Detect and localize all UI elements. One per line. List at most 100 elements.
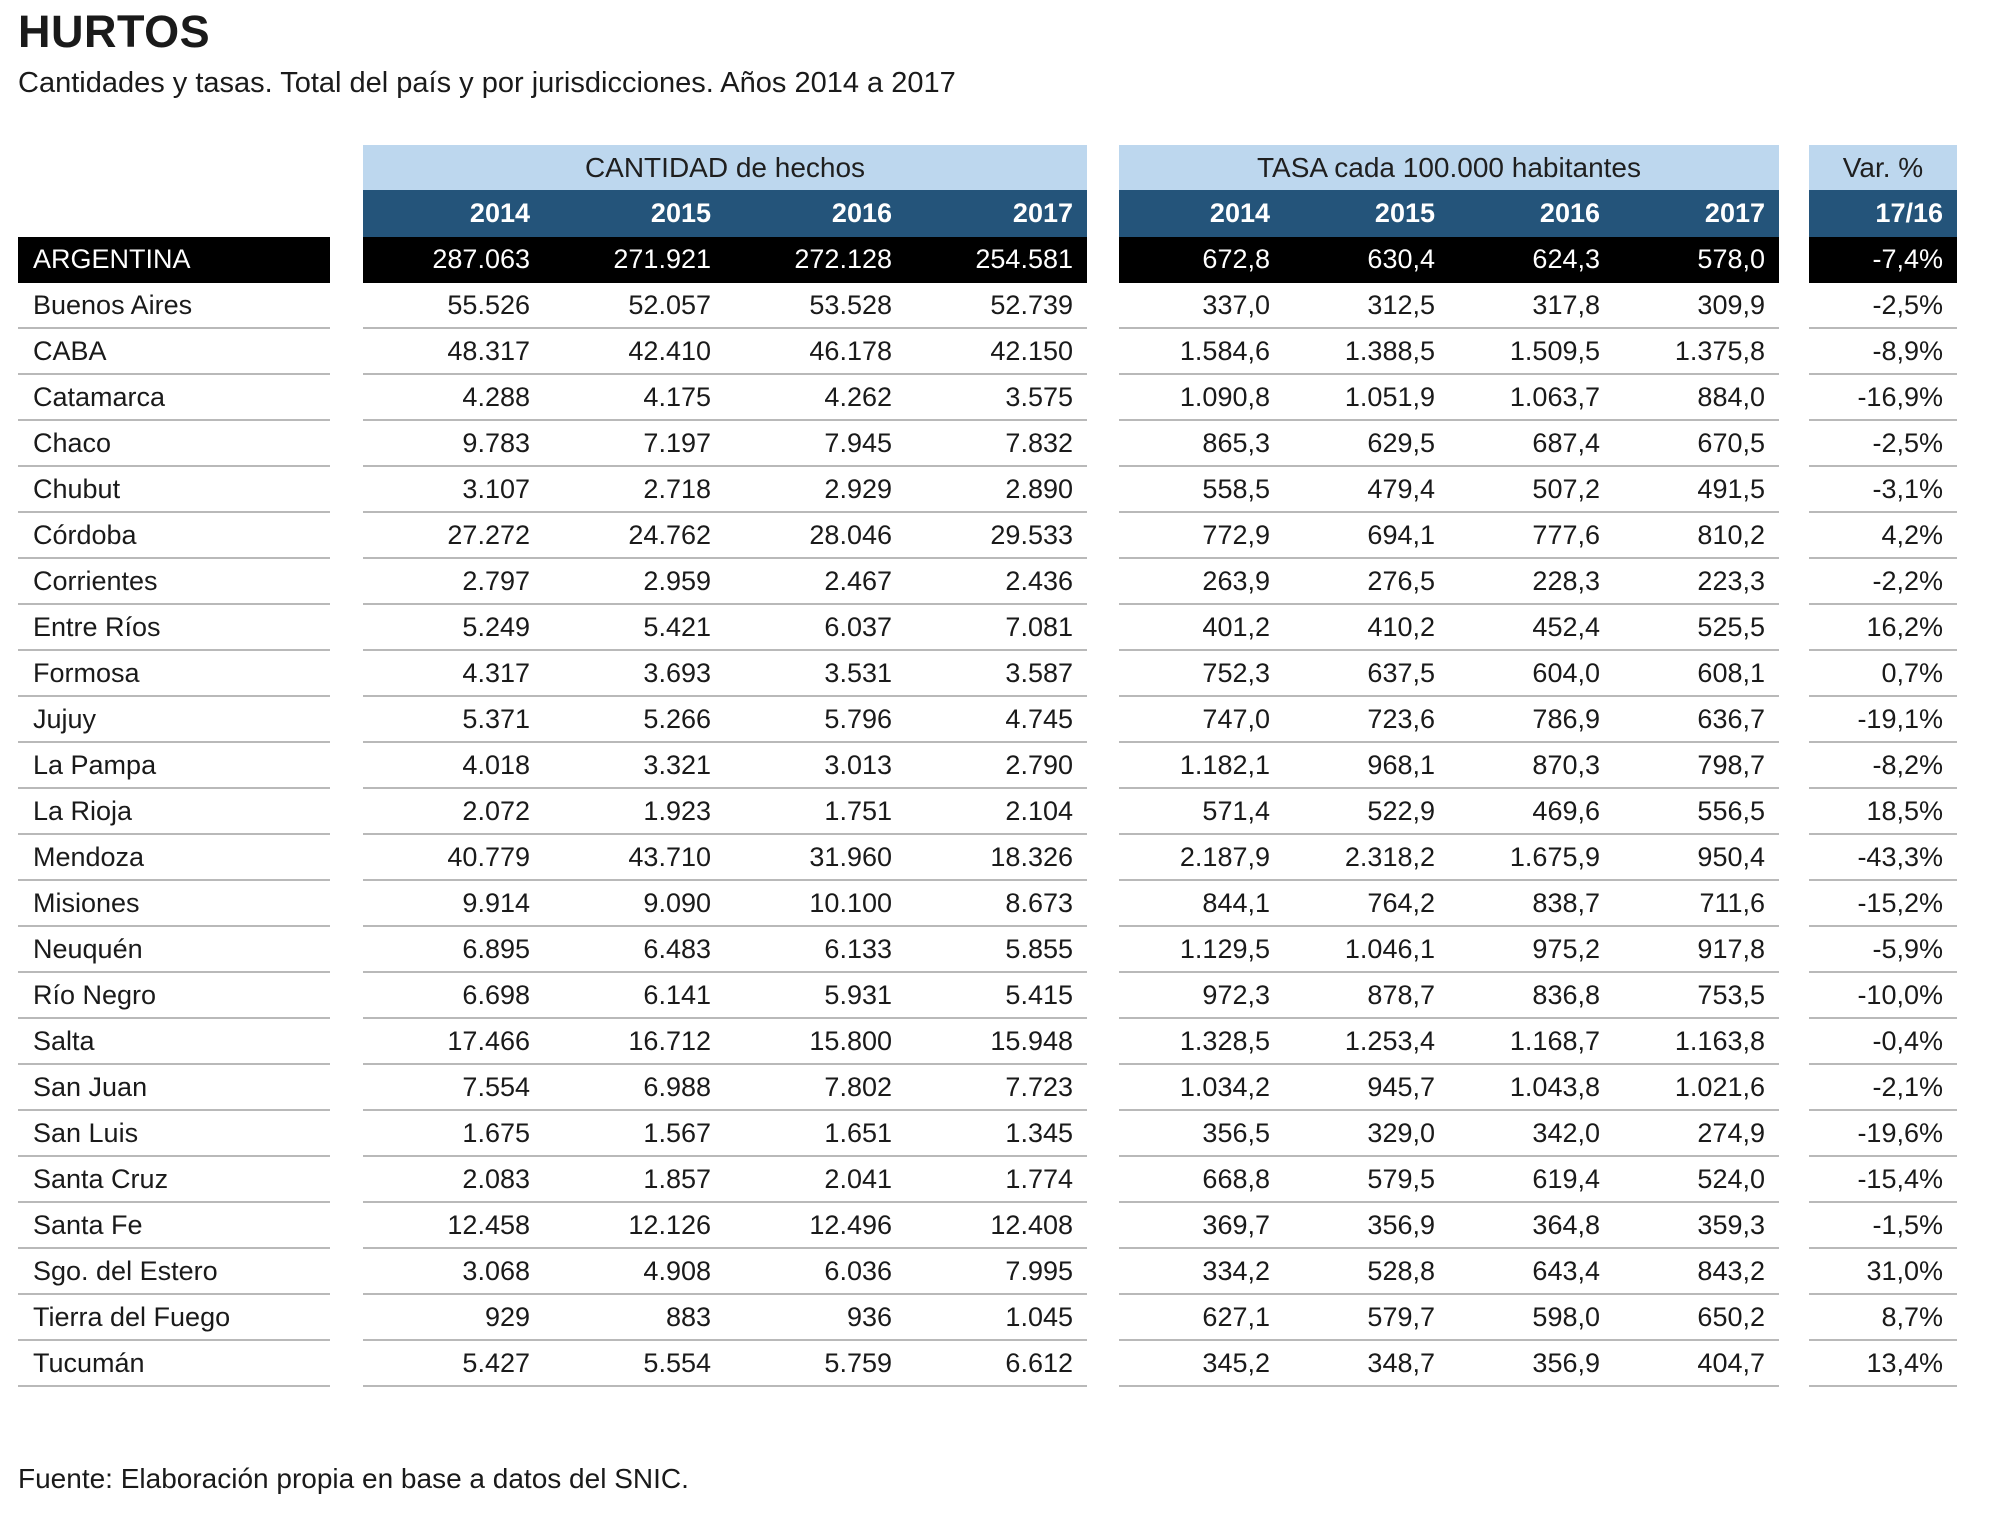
table-row: Santa Fe 12.458 12.126 12.496 12.408 369… (18, 1203, 1991, 1249)
tasa-2016-value: 619,4 (1449, 1157, 1614, 1203)
row-label: La Rioja (18, 789, 330, 835)
row-label: CABA (18, 329, 330, 375)
cantidad-2017-value: 1.774 (906, 1157, 1087, 1203)
cantidad-2014-value: 2.072 (363, 789, 544, 835)
tasa-2015-value: 694,1 (1284, 513, 1449, 559)
cantidad-2015-value: 5.554 (544, 1341, 725, 1387)
cantidad-2016-value: 31.960 (725, 835, 906, 881)
cantidad-2016-value: 4.262 (725, 375, 906, 421)
cantidad-2017-value: 18.326 (906, 835, 1087, 881)
cantidad-2017-value: 2.790 (906, 743, 1087, 789)
table-row: La Pampa 4.018 3.321 3.013 2.790 1.182,1… (18, 743, 1991, 789)
tasa-2016-value: 364,8 (1449, 1203, 1614, 1249)
group-header-var: Var. % (1809, 145, 1957, 190)
tasa-2015-value: 764,2 (1284, 881, 1449, 927)
tasa-2014-value: 627,1 (1119, 1295, 1284, 1341)
cantidad-2015-value: 9.090 (544, 881, 725, 927)
tasa-2017-value: 608,1 (1614, 651, 1779, 697)
year-header: 2015 (544, 190, 725, 237)
cantidad-2016-value: 3.013 (725, 743, 906, 789)
cantidad-2016-value: 1.751 (725, 789, 906, 835)
var-17-16-value: 8,7% (1809, 1295, 1957, 1341)
cantidad-2014-value: 6.895 (363, 927, 544, 973)
cantidad-2017-value: 254.581 (906, 237, 1087, 283)
table-row: Mendoza 40.779 43.710 31.960 18.326 2.18… (18, 835, 1991, 881)
tasa-2015-value: 2.318,2 (1284, 835, 1449, 881)
tasa-2016-value: 1.063,7 (1449, 375, 1614, 421)
row-label: San Juan (18, 1065, 330, 1111)
tasa-2016-value: 507,2 (1449, 467, 1614, 513)
cantidad-2014-value: 2.083 (363, 1157, 544, 1203)
row-label: Río Negro (18, 973, 330, 1019)
cantidad-2014-value: 12.458 (363, 1203, 544, 1249)
cantidad-2017-value: 1.045 (906, 1295, 1087, 1341)
table-row: Misiones 9.914 9.090 10.100 8.673 844,1 … (18, 881, 1991, 927)
tasa-2015-value: 329,0 (1284, 1111, 1449, 1157)
cantidad-2015-value: 2.718 (544, 467, 725, 513)
var-17-16-value: -2,2% (1809, 559, 1957, 605)
tasa-2017-value: 711,6 (1614, 881, 1779, 927)
cantidad-2017-value: 2.436 (906, 559, 1087, 605)
cantidad-2014-value: 7.554 (363, 1065, 544, 1111)
cantidad-2016-value: 7.945 (725, 421, 906, 467)
cantidad-2014-value: 4.018 (363, 743, 544, 789)
tasa-2015-value: 522,9 (1284, 789, 1449, 835)
tasa-2017-value: 1.021,6 (1614, 1065, 1779, 1111)
cantidad-2016-value: 6.037 (725, 605, 906, 651)
tasa-2016-value: 356,9 (1449, 1341, 1614, 1387)
cantidad-2014-value: 17.466 (363, 1019, 544, 1065)
row-label: Entre Ríos (18, 605, 330, 651)
cantidad-2017-value: 1.345 (906, 1111, 1087, 1157)
cantidad-2016-value: 46.178 (725, 329, 906, 375)
table-row: Formosa 4.317 3.693 3.531 3.587 752,3 63… (18, 651, 1991, 697)
tasa-2014-value: 668,8 (1119, 1157, 1284, 1203)
cantidad-2014-value: 40.779 (363, 835, 544, 881)
year-header: 2017 (1614, 190, 1779, 237)
table-row: ARGENTINA 287.063 271.921 272.128 254.58… (18, 237, 1991, 283)
table-row: Entre Ríos 5.249 5.421 6.037 7.081 401,2… (18, 605, 1991, 651)
table-row: Neuquén 6.895 6.483 6.133 5.855 1.129,5 … (18, 927, 1991, 973)
tasa-2017-value: 843,2 (1614, 1249, 1779, 1295)
cantidad-2017-value: 12.408 (906, 1203, 1087, 1249)
cantidad-2014-value: 5.427 (363, 1341, 544, 1387)
cantidad-2014-value: 4.288 (363, 375, 544, 421)
tasa-2016-value: 604,0 (1449, 651, 1614, 697)
table-row: Jujuy 5.371 5.266 5.796 4.745 747,0 723,… (18, 697, 1991, 743)
cantidad-2016-value: 5.931 (725, 973, 906, 1019)
table-row: Tierra del Fuego 929 883 936 1.045 627,1… (18, 1295, 1991, 1341)
tasa-2015-value: 579,5 (1284, 1157, 1449, 1203)
cantidad-2016-value: 3.531 (725, 651, 906, 697)
table-row: San Luis 1.675 1.567 1.651 1.345 356,5 3… (18, 1111, 1991, 1157)
cantidad-2016-value: 5.796 (725, 697, 906, 743)
cantidad-2014-value: 48.317 (363, 329, 544, 375)
year-header: 2014 (363, 190, 544, 237)
tasa-2015-value: 945,7 (1284, 1065, 1449, 1111)
cantidad-2016-value: 6.133 (725, 927, 906, 973)
tasa-2014-value: 1.328,5 (1119, 1019, 1284, 1065)
tasa-2016-value: 317,8 (1449, 283, 1614, 329)
tasa-2017-value: 917,8 (1614, 927, 1779, 973)
cantidad-2015-value: 6.988 (544, 1065, 725, 1111)
row-label: Tierra del Fuego (18, 1295, 330, 1341)
tasa-2017-value: 223,3 (1614, 559, 1779, 605)
tasa-2015-value: 356,9 (1284, 1203, 1449, 1249)
group-header-tasa: TASA cada 100.000 habitantes (1119, 145, 1779, 190)
row-label: Santa Cruz (18, 1157, 330, 1203)
tasa-2016-value: 870,3 (1449, 743, 1614, 789)
tasa-2015-value: 1.051,9 (1284, 375, 1449, 421)
cantidad-2014-value: 3.107 (363, 467, 544, 513)
cantidad-2016-value: 2.467 (725, 559, 906, 605)
tasa-2017-value: 578,0 (1614, 237, 1779, 283)
tasa-2016-value: 1.043,8 (1449, 1065, 1614, 1111)
tasa-2016-value: 1.509,5 (1449, 329, 1614, 375)
table-row: Salta 17.466 16.712 15.800 15.948 1.328,… (18, 1019, 1991, 1065)
tasa-2017-value: 524,0 (1614, 1157, 1779, 1203)
row-label: Chubut (18, 467, 330, 513)
row-label: Salta (18, 1019, 330, 1065)
tasa-2014-value: 752,3 (1119, 651, 1284, 697)
var-17-16-value: -7,4% (1809, 237, 1957, 283)
tasa-2016-value: 624,3 (1449, 237, 1614, 283)
var-17-16-value: -2,1% (1809, 1065, 1957, 1111)
cantidad-2015-value: 24.762 (544, 513, 725, 559)
cantidad-2017-value: 29.533 (906, 513, 1087, 559)
